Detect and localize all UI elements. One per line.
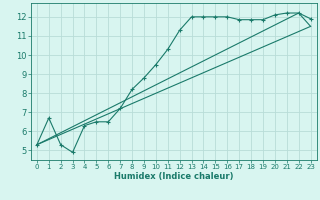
X-axis label: Humidex (Indice chaleur): Humidex (Indice chaleur)	[114, 172, 234, 181]
